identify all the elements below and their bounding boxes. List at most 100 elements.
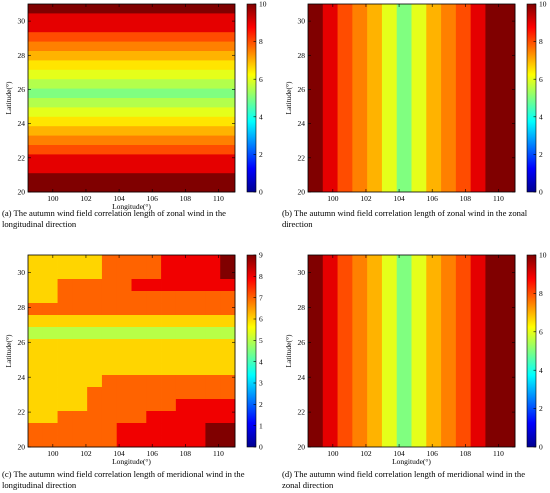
heat-cell <box>190 387 206 400</box>
heat-cell <box>205 423 221 436</box>
y-tick-label: 30 <box>18 268 26 277</box>
heat-cell <box>175 375 192 388</box>
heat-cell <box>42 351 58 364</box>
heat-cell <box>28 339 44 352</box>
heat-band <box>381 255 398 447</box>
y-tick-label: 30 <box>298 17 306 26</box>
heat-cell <box>87 387 103 400</box>
heat-band <box>308 4 324 192</box>
heat-cell <box>220 399 236 412</box>
y-axis-label: Latitude(°) <box>4 81 13 114</box>
colorbar-tick-label: 0 <box>259 443 263 452</box>
heat-cell <box>72 291 88 304</box>
heat-cell <box>87 435 103 448</box>
heat-cell <box>190 399 206 412</box>
heat-band <box>28 98 235 108</box>
heat-cell <box>146 423 162 436</box>
plot-frame <box>307 3 516 193</box>
heat-cell <box>146 291 162 304</box>
heat-cell <box>116 435 132 448</box>
heat-cell <box>175 351 192 364</box>
heat-cell <box>190 351 206 364</box>
heat-cell <box>87 279 103 292</box>
heat-band <box>28 163 235 174</box>
heat-cell <box>205 255 221 268</box>
heat-cell <box>28 411 44 424</box>
heat-cell <box>220 435 236 448</box>
x-tick-label: 108 <box>460 449 472 458</box>
heat-cell <box>131 255 147 268</box>
heat-cell <box>131 315 147 328</box>
heat-band <box>411 4 427 192</box>
heat-cell <box>42 339 58 352</box>
heat-cell <box>131 363 147 376</box>
caption-d: (d) The autumn wind field correlation le… <box>282 469 526 490</box>
heat-cell <box>28 435 44 448</box>
colorbar-tick-label: 2 <box>259 400 263 409</box>
x-tick-label: 102 <box>80 449 92 458</box>
heat-cell <box>101 303 118 316</box>
y-tick-label: 20 <box>18 188 26 197</box>
heat-cell <box>57 315 73 328</box>
heat-cell <box>220 255 236 268</box>
colorbar-tick-label: 6 <box>259 315 263 324</box>
heat-band <box>28 173 235 183</box>
heat-cell <box>205 315 221 328</box>
heat-cell <box>116 363 132 376</box>
heat-cell <box>42 315 58 328</box>
heat-cell <box>87 327 103 340</box>
heat-band <box>28 13 235 24</box>
heat-band <box>500 255 516 447</box>
colorbar-tick-label: 6 <box>539 327 543 336</box>
y-axis-label: Latitude(°) <box>284 334 293 367</box>
heat-band <box>426 255 442 447</box>
heat-band <box>28 88 235 99</box>
heat-cell <box>42 411 58 424</box>
plot-frame <box>27 3 236 193</box>
heat-cell <box>190 375 206 388</box>
y-tick-label: 30 <box>18 17 26 26</box>
heat-cell <box>190 255 206 268</box>
x-axis-label: Longitude(°) <box>112 457 151 466</box>
x-tick-label: 106 <box>147 194 159 203</box>
heat-cell <box>72 435 88 448</box>
heat-cell <box>205 291 221 304</box>
x-tick-label: 106 <box>427 449 439 458</box>
heat-cell <box>131 339 147 352</box>
heat-cell <box>116 279 132 292</box>
heat-cell <box>101 279 118 292</box>
heat-band <box>441 255 457 447</box>
heat-cell <box>101 255 118 268</box>
heat-cell <box>220 423 236 436</box>
heat-cell <box>101 399 118 412</box>
heat-cell <box>87 411 103 424</box>
heat-cell <box>161 327 177 340</box>
x-axis-label: Longitude(°) <box>112 202 151 211</box>
heat-cell <box>116 267 132 280</box>
heat-cell <box>101 387 118 400</box>
x-tick-label: 104 <box>113 449 125 458</box>
heat-cell <box>175 303 192 316</box>
heat-cell <box>205 363 221 376</box>
heat-cell <box>72 327 88 340</box>
heat-cell <box>205 375 221 388</box>
heat-cell <box>190 339 206 352</box>
heat-cell <box>131 375 147 388</box>
x-tick-label: 110 <box>493 194 504 203</box>
heat-cell <box>190 267 206 280</box>
heat-cell <box>220 387 236 400</box>
heat-cell <box>161 375 177 388</box>
heat-band <box>28 116 235 127</box>
heat-cell <box>131 411 147 424</box>
x-tick-label: 106 <box>427 194 439 203</box>
heat-band <box>485 4 501 192</box>
heat-cell <box>161 423 177 436</box>
heat-band <box>28 69 235 80</box>
heat-cell <box>72 255 88 268</box>
colorbar-tick-label: 4 <box>539 366 543 375</box>
heat-cell <box>57 351 73 364</box>
heat-cell <box>72 399 88 412</box>
heat-cell <box>101 411 118 424</box>
y-tick-label: 28 <box>298 303 306 312</box>
heat-band <box>28 51 235 61</box>
